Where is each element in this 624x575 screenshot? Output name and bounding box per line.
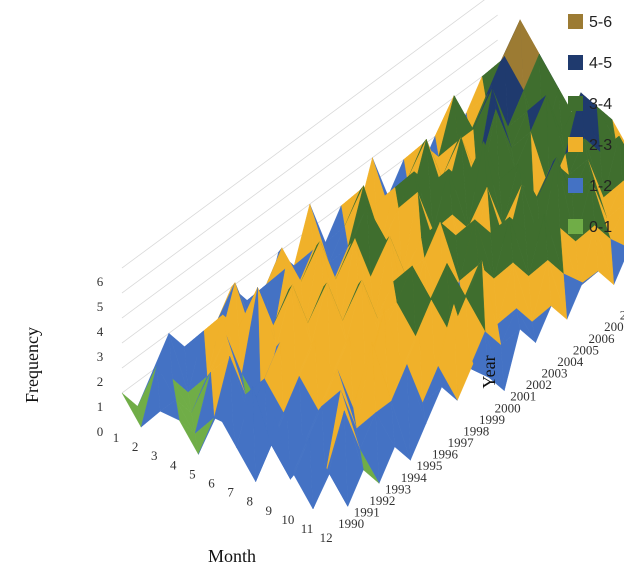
month-tick-label: 6 [208, 476, 215, 491]
month-tick-label: 8 [246, 494, 253, 509]
month-axis-title: Month [208, 546, 256, 566]
frequency-axis-title: Frequency [22, 327, 42, 403]
legend-label: 2-3 [589, 137, 612, 154]
year-tick-label: 2008 [620, 308, 624, 323]
legend-swatch [568, 219, 583, 234]
legend-label: 1-2 [589, 178, 612, 195]
month-tick-label: 10 [281, 512, 294, 527]
legend-label: 0-1 [589, 219, 612, 236]
frequency-tick-label: 2 [97, 374, 104, 389]
month-tick-label: 7 [227, 485, 234, 500]
month-tick-label: 11 [301, 521, 314, 536]
month-tick-label: 12 [320, 530, 333, 545]
legend-swatch [568, 178, 583, 193]
month-tick-label: 1 [113, 430, 120, 445]
frequency-tick-label: 5 [97, 299, 104, 314]
frequency-tick-label: 6 [97, 274, 104, 289]
month-tick-label: 5 [189, 466, 196, 481]
year-axis-title: Year [479, 355, 499, 388]
legend-swatch [568, 96, 583, 111]
surface-facet [122, 393, 141, 427]
legend-swatch [568, 14, 583, 29]
month-tick-label: 4 [170, 457, 177, 472]
surface-plot [122, 20, 624, 509]
frequency-tick-label: 1 [97, 399, 104, 414]
legend-swatch [568, 55, 583, 70]
legend-label: 3-4 [589, 96, 612, 113]
legend-swatch [568, 137, 583, 152]
frequency-tick-label: 4 [97, 324, 104, 339]
legend-label: 5-6 [589, 14, 612, 31]
month-tick-label: 3 [151, 448, 158, 463]
frequency-tick-label: 3 [97, 349, 104, 364]
month-tick-label: 2 [132, 439, 139, 454]
month-tick-label: 9 [266, 503, 273, 518]
frequency-tick-label: 0 [97, 424, 104, 439]
frequency-tick-labels: 0 1 2 3 4 5 6 [97, 274, 104, 439]
legend-label: 4-5 [589, 55, 612, 72]
